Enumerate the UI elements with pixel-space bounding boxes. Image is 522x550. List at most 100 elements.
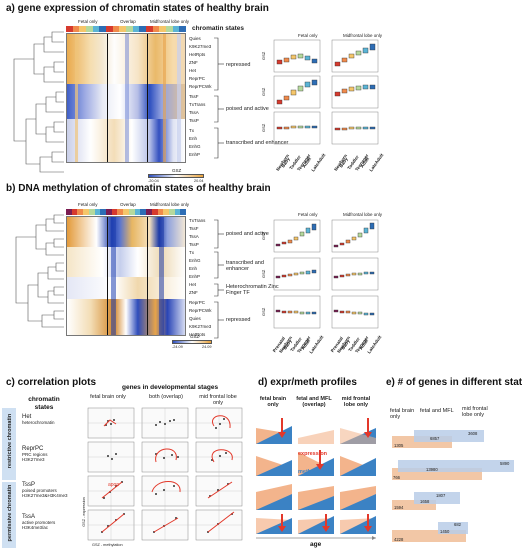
- panel-a-group-brackets: [214, 37, 224, 159]
- panel-d-col-overlap: fetal and MFL (overlap): [296, 396, 332, 408]
- row-desc: active promoters H3K4me3/ac: [22, 520, 56, 530]
- count-right: 3608: [468, 431, 478, 436]
- state-label: ReprPC: [189, 300, 206, 305]
- panel-a-xticks-fetal: Newborn Baby Toddler Teenager Adult Late…: [273, 150, 326, 173]
- panel-d-age-label: age: [310, 541, 322, 548]
- panel-b-box-header-fetal: Fetal only: [298, 212, 318, 217]
- state-label: ReprPCWk: [189, 84, 212, 89]
- state-label: EnhP: [189, 274, 201, 279]
- state-label: HetRpts: [189, 332, 206, 337]
- count-left: 766: [393, 475, 400, 480]
- panel-a-stage-stripe: [66, 26, 187, 32]
- state-label: EnhG: [189, 144, 201, 149]
- panel-b-stage-stripe: [66, 209, 187, 215]
- state-label: Tx: [189, 250, 194, 255]
- panel-c-restrictive-label: restrictive chromatin: [7, 413, 13, 469]
- panel-c-permissive-bar: [2, 482, 16, 548]
- state-label: Quies: [189, 316, 201, 321]
- panel-a-header-mfl: Midfrontal lobe only: [150, 19, 190, 24]
- count-left: 1594: [394, 505, 404, 510]
- state-label: TxTrans: [189, 218, 206, 223]
- panel-b-header-overlap: Overlap: [120, 202, 136, 207]
- panel-d-profiles: [256, 418, 376, 540]
- state-label: TssP: [189, 118, 199, 123]
- row-name: TssP: [22, 482, 36, 488]
- panel-c-restrictive-bar: [2, 408, 16, 480]
- svg-text:GSZ: GSZ: [262, 269, 266, 278]
- state-label: TxTrans: [189, 102, 206, 107]
- svg-text:GSZ: GSZ: [262, 123, 266, 132]
- row-desc: poised promoters H3K27me3&H3K4me3: [22, 488, 68, 498]
- count-mid: 6857: [430, 436, 440, 441]
- state-label: TssF: [189, 226, 199, 231]
- panel-d-col-mfl: mid frontal lobe only: [341, 396, 371, 408]
- state-label: Quies: [189, 36, 201, 41]
- panel-e-bar-row-3: 1594 1658 1807: [392, 490, 518, 512]
- panel-c-row-reprpc: ReprPC PRC regions H3K27me3: [22, 446, 84, 462]
- panel-a-header-overlap: Overlap: [120, 19, 136, 24]
- state-label: EnhP: [189, 152, 201, 157]
- panel-d-title: d) expr/meth profiles: [258, 377, 357, 388]
- panel-e-bar-row-2: 766 13980 5890: [392, 458, 518, 482]
- group-b-repressed: repressed: [226, 317, 251, 323]
- group-b-heterochromatin: Heterochromatin Zinc Finger TF: [226, 284, 279, 296]
- panel-c-title: c) correlation plots: [6, 377, 97, 388]
- panel-b-xticks-fetal: Prenatal Newborn Baby Toddler Teenager A…: [270, 332, 325, 356]
- panel-e-bar-row-4: 4228 1450 682: [392, 520, 518, 542]
- count-mid: 1450: [440, 529, 450, 534]
- svg-text:GSZ: GSZ: [262, 307, 266, 316]
- row-name: Het: [22, 414, 32, 420]
- panel-a-title: a) gene expression of chromatin states o…: [6, 3, 269, 14]
- panel-c-col-overlap: both (overlap): [149, 394, 183, 400]
- panel-a-box-header-mfl: Midfrontal lobe only: [343, 33, 383, 38]
- panel-c-x-axis: GSZ - methylation: [92, 543, 123, 547]
- panel-b-group-brackets: [214, 219, 224, 339]
- state-label: Enh: [189, 136, 198, 141]
- count-right: 1807: [436, 493, 446, 498]
- row-name: TssA: [22, 514, 36, 520]
- group-b-poised-active: poised and active: [226, 231, 269, 237]
- count-left: 1305: [394, 443, 404, 448]
- panel-b-legend-max: 24.09: [202, 345, 212, 349]
- state-label: TssF: [189, 94, 199, 99]
- panel-a-boxplots: GSZ GSZ GSZ: [262, 39, 379, 145]
- panel-a-legend-title: GSZ: [172, 168, 182, 173]
- state-label: ReprPCWk: [189, 308, 212, 313]
- state-label: ReprPC: [189, 76, 206, 81]
- panel-c-row-tssp: TssP poised promoters H3K27me3&H3K4me3: [22, 482, 84, 498]
- panel-c-scatter-grid: apop: [87, 407, 243, 541]
- svg-text:GSZ: GSZ: [262, 231, 266, 240]
- panel-e-bar-row-1: 1305 6857 3608: [392, 428, 518, 450]
- panel-b-legend-min: -24.09: [172, 345, 183, 349]
- state-label: TssA: [189, 234, 199, 239]
- state-label: K9K27me3: [189, 324, 212, 329]
- panel-d-col-fetal: fetal brain only: [259, 396, 287, 408]
- panel-a-legend-min: -20.04: [148, 179, 159, 183]
- group-poised-active: poised and active: [226, 106, 269, 112]
- svg-text:apop: apop: [108, 482, 119, 488]
- row-name: ReprPC: [22, 446, 44, 452]
- panel-b-dendrogram: [15, 214, 64, 328]
- state-label: HetRpts: [189, 52, 206, 57]
- count-right: 682: [454, 522, 461, 527]
- panel-c-genes-label: genes in developmental stages: [122, 384, 219, 391]
- panel-b-xticks-mfl: Prenatal Newborn Baby Toddler Teenager A…: [328, 332, 383, 356]
- count-mid: 13980: [426, 467, 438, 472]
- panel-b-title: b) DNA methylation of chromatin states o…: [6, 183, 271, 194]
- panel-e-venn-fetal: fetal brain only: [390, 408, 415, 420]
- state-label: ZNF: [189, 60, 198, 65]
- panel-a-dendrogram: [13, 31, 64, 173]
- panel-e-title: e) # of genes in different states: [386, 377, 522, 388]
- svg-text:GSZ: GSZ: [262, 87, 266, 96]
- panel-e-venn-mfl: mid frontal lobe only: [462, 406, 488, 418]
- panel-c-col-mfl: mid frontal lobe only: [199, 394, 237, 406]
- state-label: TssP: [189, 242, 199, 247]
- row-desc: heterochromatin: [22, 420, 55, 425]
- panel-c-row-het: Het heterochromatin: [22, 414, 84, 425]
- group-transcribed-enhancer: transcribed and enhancer: [226, 140, 289, 146]
- panel-c-row-tssa: TssA active promoters H3K4me3/ac: [22, 514, 84, 530]
- count-mid: 1658: [420, 499, 430, 504]
- panel-a-legend-max: 20.04: [194, 179, 204, 183]
- x-tick: LateAdult: [310, 152, 327, 173]
- count-left: 4228: [394, 537, 404, 542]
